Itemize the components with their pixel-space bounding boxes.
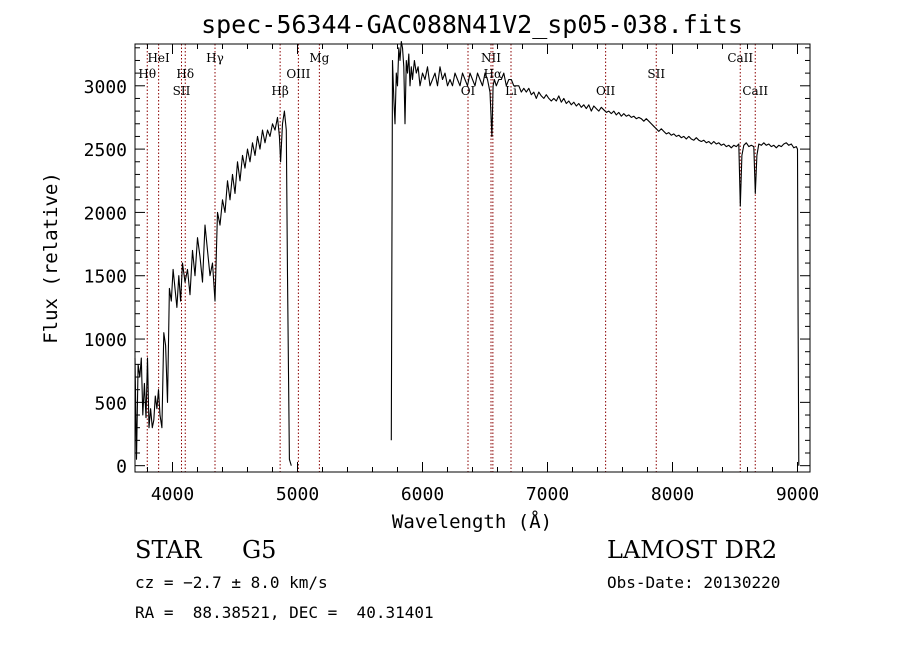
spectral-line-label: NII [481, 51, 501, 65]
x-tick-label: 5000 [276, 484, 319, 505]
spectral-line-label: CaII [742, 84, 768, 98]
y-tick-label: 1500 [84, 267, 127, 288]
chart-title: spec-56344-GAC088N41V2_sp05-038.fits [201, 10, 743, 39]
spectral-line-label: CaII [727, 51, 753, 65]
survey-name: LAMOST DR2 [607, 536, 778, 564]
spectral-line-label: Mg [309, 51, 329, 65]
x-tick-label: 6000 [401, 484, 444, 505]
x-tick-label: 9000 [776, 484, 819, 505]
y-tick-label: 2500 [84, 140, 127, 161]
spectral-line-label: OI [461, 84, 476, 98]
y-axis: 0 500 1000 1500 2000 2500 3000 [84, 47, 810, 478]
spectral-line-label: Hδ [176, 67, 194, 81]
object-class: STAR [135, 536, 202, 564]
spectral-line-label: SII [173, 84, 191, 98]
spectral-line-label: SII [647, 67, 665, 81]
x-tick-label: 8000 [651, 484, 694, 505]
x-axis: 4000 5000 6000 7000 8000 9000 [147, 44, 819, 505]
spectral-line-label: Hγ [206, 51, 224, 65]
y-axis-label: Flux (relative) [40, 172, 62, 344]
plot-frame [134, 43, 811, 473]
spectrum-line [390, 40, 800, 466]
spectral-line-label: OIII [286, 67, 310, 81]
y-tick-label: 1000 [84, 330, 127, 351]
x-axis-label: Wavelength (Å) [392, 510, 552, 533]
observation-date: Obs-Date: 20130220 [607, 573, 781, 592]
spectral-line-label: Hα [484, 67, 503, 81]
spectral-line-label: Hβ [271, 84, 288, 98]
y-tick-label: 2000 [84, 203, 127, 224]
coordinates: RA = 88.38521, DEC = 40.31401 [135, 603, 434, 622]
y-tick-label: 500 [94, 393, 127, 414]
x-tick-label: 4000 [151, 484, 194, 505]
object-subclass: G5 [242, 536, 277, 564]
redshift-velocity: cz = −2.7 ± 8.0 km/s [135, 573, 328, 592]
y-tick-label: 3000 [84, 77, 127, 98]
spectrum-line [134, 110, 292, 466]
spectrum-series [134, 40, 800, 466]
spectral-line-label: OII [596, 84, 616, 98]
x-tick-label: 7000 [526, 484, 569, 505]
y-tick-label: 0 [116, 457, 127, 478]
spectral-line-label: Hθ [138, 67, 156, 81]
spectral-line-label: HeI [147, 51, 170, 65]
spectral-line-label: Li [505, 84, 517, 98]
